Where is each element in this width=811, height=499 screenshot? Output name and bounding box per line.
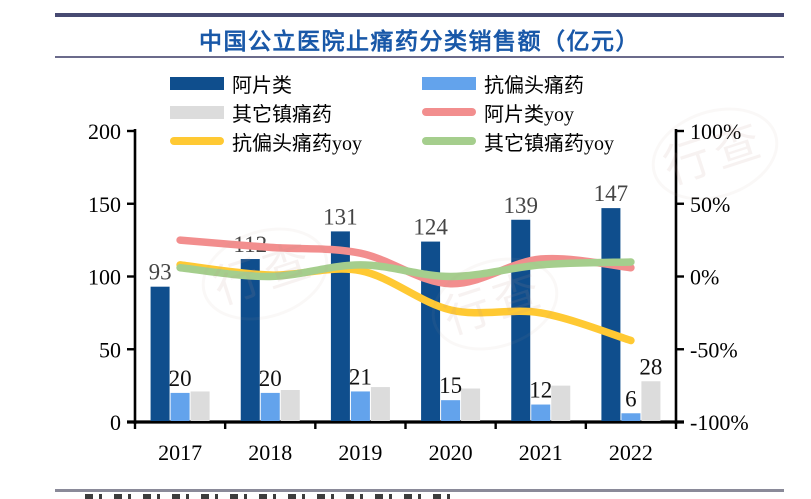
legend-label: 抗偏头痛药 bbox=[484, 74, 584, 97]
legend-label: 其它镇痛药yoy bbox=[484, 132, 614, 155]
svg-text:21: 21 bbox=[349, 364, 372, 389]
svg-text:20: 20 bbox=[169, 366, 192, 391]
legend: 阿片类 抗偏头痛药 其它镇痛药 阿片类yoy 抗偏头痛药yoy 其它镇痛药yoy bbox=[170, 71, 614, 155]
svg-text:15: 15 bbox=[439, 373, 462, 398]
svg-text:100: 100 bbox=[88, 265, 121, 290]
svg-text:28: 28 bbox=[639, 354, 662, 379]
svg-text:0%: 0% bbox=[690, 265, 719, 290]
svg-text:150: 150 bbox=[88, 192, 121, 217]
bar-swatch-icon bbox=[422, 76, 476, 90]
svg-text:6: 6 bbox=[625, 386, 637, 411]
legend-item-other-analgesics: 其它镇痛药 bbox=[170, 100, 422, 126]
legend-label: 阿片类yoy bbox=[484, 103, 574, 126]
legend-item-opioid: 阿片类 bbox=[170, 71, 422, 97]
legend-item-antimigraine: 抗偏头痛药 bbox=[422, 71, 614, 97]
title-underline-rule bbox=[55, 56, 784, 58]
line-swatch-icon bbox=[422, 108, 476, 116]
footer-rule bbox=[55, 489, 784, 492]
svg-text:2018: 2018 bbox=[248, 440, 292, 465]
svg-text:2019: 2019 bbox=[338, 440, 382, 465]
svg-text:50: 50 bbox=[99, 337, 121, 362]
legend-item-other-analgesics-yoy: 其它镇痛药yoy bbox=[422, 129, 614, 155]
legend-item-opioid-yoy: 阿片类yoy bbox=[422, 100, 614, 126]
svg-text:100%: 100% bbox=[690, 119, 741, 144]
svg-text:124: 124 bbox=[413, 215, 448, 240]
svg-text:2022: 2022 bbox=[609, 440, 653, 465]
svg-text:0: 0 bbox=[110, 410, 121, 435]
svg-text:93: 93 bbox=[149, 260, 172, 285]
svg-text:2017: 2017 bbox=[158, 440, 202, 465]
bar-swatch-icon bbox=[170, 76, 224, 90]
svg-text:-100%: -100% bbox=[690, 410, 749, 435]
legend-label: 抗偏头痛药yoy bbox=[232, 132, 362, 155]
line-swatch-icon bbox=[422, 137, 476, 145]
svg-text:2021: 2021 bbox=[519, 440, 563, 465]
line-swatch-icon bbox=[170, 137, 224, 145]
legend-item-antimigraine-yoy: 抗偏头痛药yoy bbox=[170, 129, 422, 155]
svg-text:2020: 2020 bbox=[429, 440, 473, 465]
footer-clipped-text bbox=[85, 494, 457, 499]
legend-label: 其它镇痛药 bbox=[232, 103, 332, 126]
header-top-rule bbox=[55, 13, 784, 17]
svg-text:50%: 50% bbox=[690, 192, 730, 217]
svg-text:131: 131 bbox=[323, 204, 358, 229]
svg-text:147: 147 bbox=[594, 181, 629, 206]
svg-text:200: 200 bbox=[88, 119, 121, 144]
legend-label: 阿片类 bbox=[232, 74, 292, 97]
svg-text:20: 20 bbox=[259, 366, 282, 391]
bar-swatch-icon bbox=[170, 105, 224, 119]
chart-title: 中国公立医院止痛药分类销售额（亿元） bbox=[199, 29, 640, 54]
svg-text:12: 12 bbox=[529, 378, 552, 403]
svg-text:-50%: -50% bbox=[690, 337, 738, 362]
svg-text:139: 139 bbox=[504, 193, 539, 218]
